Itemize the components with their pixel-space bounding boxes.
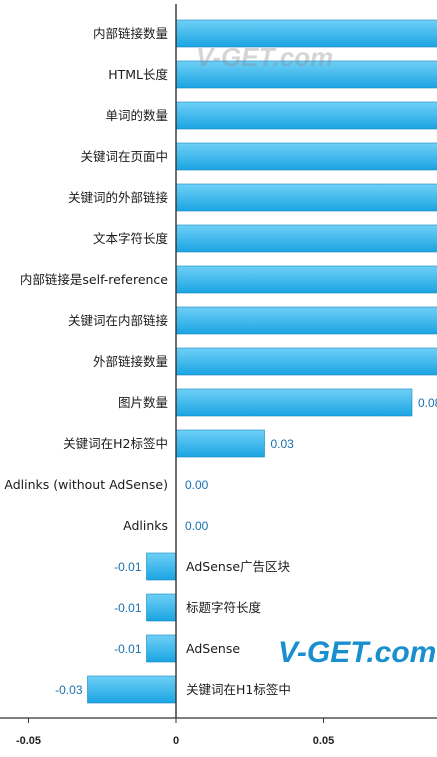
bar-3 (175, 142, 437, 171)
x-tick-label-1: -0.05 (16, 735, 41, 747)
value-label-16: -0.03 (55, 683, 83, 697)
category-label-3: 关键词在页面中 (80, 149, 168, 164)
category-label-4: 关键词的外部链接 (68, 190, 169, 205)
value-label-13: -0.01 (114, 560, 142, 574)
bar-8 (175, 347, 437, 376)
x-tick-label-3: 0.05 (313, 735, 334, 747)
value-label-14: -0.01 (114, 601, 142, 615)
bar-2 (175, 101, 437, 130)
category-label-8: 外部链接数量 (93, 354, 168, 369)
category-label-0: 内部链接数量 (93, 26, 168, 41)
bar-9 (175, 388, 413, 417)
category-label-12: Adlinks (123, 518, 168, 533)
bar-6 (175, 265, 437, 294)
value-label-11: 0.00 (185, 478, 209, 492)
category-label-14: 标题字符长度 (186, 600, 262, 615)
category-label-15: AdSense (186, 641, 240, 656)
value-label-10: 0.03 (271, 437, 295, 451)
watermark-group: V-GET.com V-GET.com (196, 42, 436, 669)
category-label-2: 单词的数量 (105, 108, 168, 123)
value-label-12: 0.00 (185, 519, 209, 533)
category-label-10: 关键词在H2标签中 (63, 436, 168, 451)
bar-15 (146, 634, 177, 663)
bar-4 (175, 183, 437, 212)
category-label-16: 关键词在H1标签中 (186, 682, 291, 697)
bar-0 (175, 19, 437, 48)
category-label-9: 图片数量 (118, 395, 168, 410)
value-label-9: 0.08 (418, 396, 437, 410)
bar-10 (175, 429, 265, 458)
value-label-15: -0.01 (114, 642, 142, 656)
bar-7 (175, 306, 437, 335)
category-label-7: 关键词在内部链接 (68, 313, 169, 328)
bar-1 (175, 60, 437, 89)
category-label-1: HTML长度 (108, 67, 168, 82)
category-label-13: AdSense广告区块 (186, 559, 291, 574)
bar-14 (146, 593, 177, 622)
chart-marks: 内部链接数量0.15HTML长度0.13单词的数量0.11关键词在页面中0.11… (0, 4, 437, 747)
category-label-5: 文本字符长度 (93, 231, 169, 246)
bar-13 (146, 552, 177, 581)
bar-5 (175, 224, 437, 253)
category-label-6: 内部链接是self-reference (20, 272, 168, 287)
watermark-bottom: V-GET.com (278, 636, 436, 669)
category-label-11: Adlinks (without AdSense) (4, 477, 168, 492)
x-tick-label-2: 0 (173, 735, 179, 747)
bar-16 (87, 675, 177, 704)
watermark-top: V-GET.com (196, 42, 333, 72)
